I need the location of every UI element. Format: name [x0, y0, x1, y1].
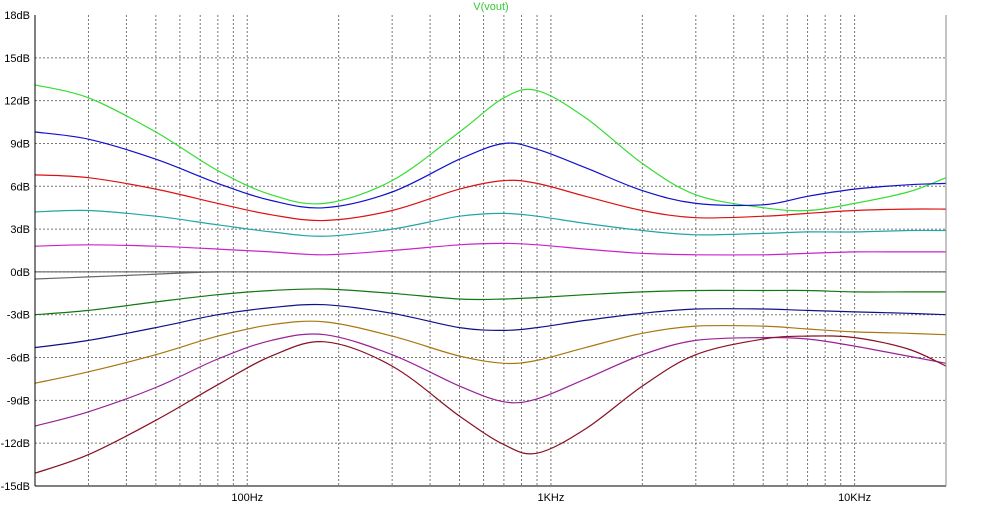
y-tick-label: 0dB: [10, 267, 30, 279]
series-line-1: [34, 84, 947, 212]
y-tick-label: -9dB: [7, 395, 30, 407]
y-tick-label: 15dB: [4, 53, 30, 65]
series-layer: [34, 84, 947, 474]
y-tick-label: 18dB: [4, 10, 30, 22]
series-line-10: [34, 333, 947, 427]
y-axis: 18dB 15dB 12dB 9dB 6dB 3dB 0dB -3dB -6dB -9dB -12d…: [1, 10, 30, 493]
y-tick-label: -12dB: [1, 438, 30, 450]
series-line-4: [34, 209, 947, 237]
x-tick-label: 1KHz: [537, 492, 564, 504]
series-line-9: [34, 320, 947, 384]
series-line-5: [34, 242, 946, 256]
grid: [35, 15, 946, 486]
series-line-2: [34, 131, 947, 209]
y-tick-label: -15dB: [1, 481, 30, 493]
chart-title: V(vout): [473, 1, 508, 13]
x-tick-label: 100Hz: [231, 492, 263, 504]
y-tick-label: -3dB: [7, 310, 30, 322]
x-axis: 100Hz 1KHz 10KHz: [231, 492, 871, 504]
series-line-6: [34, 271, 218, 280]
plot-frame: [34, 15, 947, 487]
y-tick-label: 6dB: [10, 181, 30, 193]
x-tick-label: 10KHz: [838, 492, 871, 504]
y-tick-label: -6dB: [7, 353, 30, 365]
series-line-8: [34, 303, 947, 349]
series-line-3: [34, 174, 947, 222]
y-tick-label: 12dB: [4, 96, 30, 108]
series-line-11: [34, 335, 947, 474]
y-tick-label: 3dB: [10, 224, 30, 236]
y-tick-label: 9dB: [10, 138, 30, 150]
series-line-7: [34, 288, 946, 316]
